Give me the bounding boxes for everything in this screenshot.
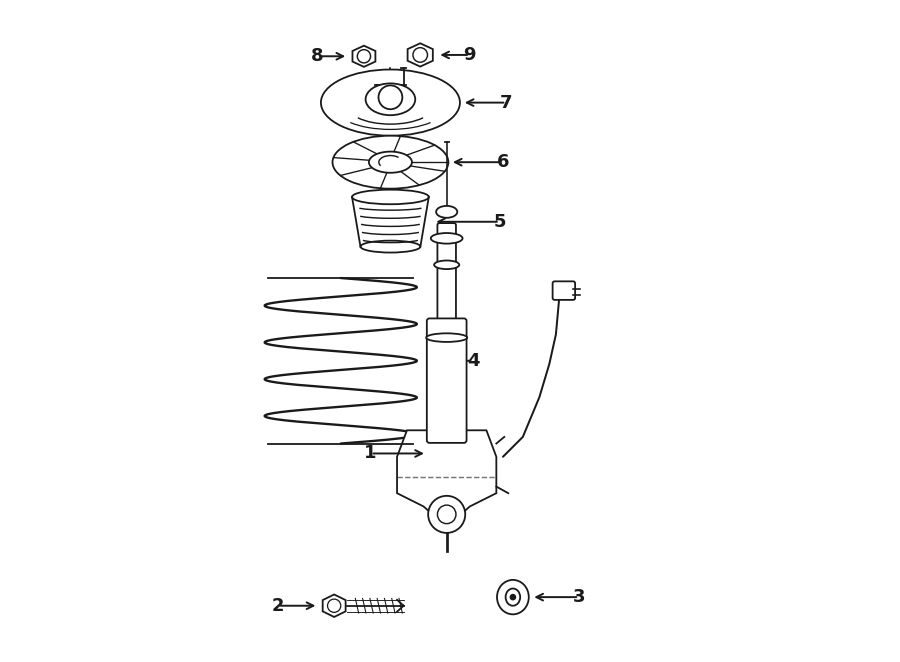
Circle shape: [428, 496, 465, 533]
FancyBboxPatch shape: [553, 281, 575, 300]
Text: 5: 5: [493, 213, 506, 231]
Text: 4: 4: [467, 352, 480, 370]
Circle shape: [509, 594, 517, 600]
Circle shape: [437, 505, 456, 524]
Ellipse shape: [352, 189, 428, 204]
Ellipse shape: [506, 589, 520, 606]
FancyBboxPatch shape: [427, 318, 466, 443]
Circle shape: [328, 599, 341, 612]
Ellipse shape: [365, 83, 415, 115]
Circle shape: [357, 50, 371, 63]
Ellipse shape: [361, 241, 420, 252]
Ellipse shape: [431, 233, 463, 244]
Circle shape: [413, 48, 428, 62]
Circle shape: [379, 85, 402, 109]
Text: 7: 7: [500, 93, 512, 112]
Text: 2: 2: [272, 596, 284, 615]
Polygon shape: [397, 430, 496, 516]
Ellipse shape: [369, 152, 412, 173]
Polygon shape: [353, 46, 375, 67]
FancyBboxPatch shape: [437, 223, 456, 326]
Text: 9: 9: [464, 46, 476, 64]
Ellipse shape: [436, 206, 457, 218]
Ellipse shape: [434, 261, 459, 269]
Text: 8: 8: [311, 47, 324, 66]
Ellipse shape: [332, 136, 448, 189]
Ellipse shape: [427, 334, 467, 342]
Text: 1: 1: [364, 444, 377, 463]
Polygon shape: [323, 594, 346, 617]
Ellipse shape: [321, 70, 460, 136]
Text: 6: 6: [497, 153, 509, 171]
Polygon shape: [408, 43, 433, 67]
Text: 3: 3: [572, 588, 585, 606]
Ellipse shape: [497, 580, 529, 614]
